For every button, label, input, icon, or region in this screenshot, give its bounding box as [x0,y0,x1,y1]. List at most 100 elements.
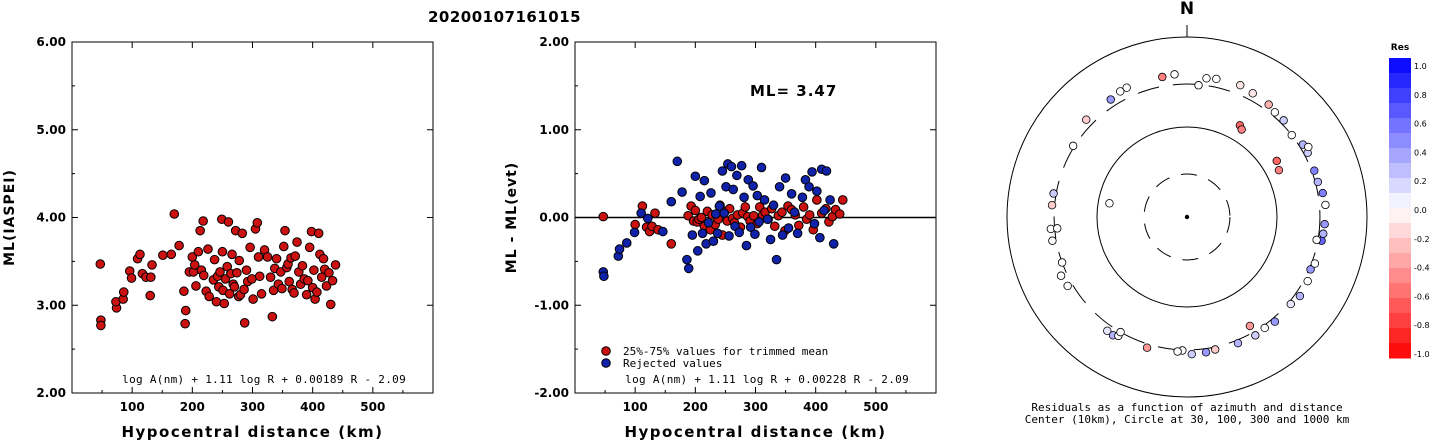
data-point-red [241,265,252,275]
data-point-blue [708,236,719,246]
data-point-red [777,207,787,218]
x-tick-label: 100 [120,400,145,414]
data-point-red [158,250,168,261]
data-point-blue [697,228,708,239]
colorbar-segment [1389,148,1411,164]
data-point-red [135,249,145,260]
station-point [1279,116,1288,125]
data-point-red [191,281,201,291]
data-point-red [215,267,225,277]
data-point-blue [719,208,730,218]
station-point [1270,317,1280,326]
data-point-red [245,242,255,253]
data-point-blue [621,238,632,248]
data-point-blue [734,227,745,238]
station-point [1116,87,1125,96]
data-point-blue [732,170,742,181]
data-point-red [126,273,137,283]
station-point [1142,343,1152,352]
colorbar-segment [1389,193,1411,209]
station-point [1245,321,1255,331]
station-point [1201,348,1211,357]
data-point-red [169,209,180,219]
data-point-red [219,298,230,309]
data-point-blue [750,229,760,239]
station-point [1272,156,1281,166]
colorbar-tick-label: -0.8 [1414,321,1430,330]
colorbar-segment [1389,103,1411,119]
y-tick-label: 2.00 [539,35,569,49]
data-point-blue [748,181,758,191]
y-tick-label: -1.00 [534,298,569,312]
data-point-blue [712,228,723,239]
data-point-red [650,208,660,218]
data-point-red [837,195,848,205]
plot-frame [71,41,434,394]
data-point-blue [695,191,705,202]
data-point-blue [710,209,721,219]
colorbar-segment [1389,313,1411,329]
colorbar-tick-label: 0.2 [1414,177,1427,186]
station-point [1053,224,1062,233]
data-point-red [248,294,258,304]
station-point [1248,89,1257,98]
data-point-blue [759,195,770,205]
data-point-red [147,260,157,270]
y-axis-label: ML(IASPEI) [2,169,18,266]
data-point-blue [687,230,698,240]
station-point [1187,349,1196,359]
legend-label: 25%-75% values for trimmed mean [623,345,828,358]
station-point [1303,276,1312,286]
data-point-red [180,318,190,329]
data-point-blue [636,208,646,218]
y-tick-label: 1.00 [539,123,569,137]
data-point-blue [762,214,773,225]
data-point-red [804,210,815,220]
y-axis-label: ML - ML(evt) [504,162,520,273]
data-point-blue [728,184,739,195]
data-point-red [234,255,245,266]
colorbar-tick-label: 0.6 [1414,120,1427,129]
data-point-red [189,260,200,270]
formula-label: log A(nm) + 1.11 log R + 0.00228 R - 2.0… [625,373,909,386]
station-point [1057,258,1067,267]
station-point [1321,200,1330,210]
data-point-red [211,296,222,307]
data-point-red [666,239,677,249]
data-point-blue [658,226,668,237]
data-point-blue [771,254,782,265]
station-point [1210,345,1220,354]
data-point-red [277,283,287,294]
data-point-blue [699,175,710,186]
ring-300km [1053,83,1321,351]
x-tick-label: 200 [683,400,708,414]
y-tick-label: 3.00 [36,298,66,312]
station-point [1251,331,1260,340]
data-point-blue [745,222,756,232]
station-point [1103,326,1112,336]
legend-marker [601,358,611,368]
data-point-red [146,272,156,282]
legend-marker [601,346,611,356]
data-point-red [324,267,334,278]
station-point [1237,125,1246,134]
data-point-red [303,275,313,286]
station-point [1310,166,1319,175]
center-dot [1184,214,1190,220]
data-point-red [304,242,315,253]
x-tick-label: 500 [863,400,888,414]
data-point-red [325,299,336,310]
data-point-red [239,318,250,328]
station-point [1173,347,1182,356]
x-tick-label: 200 [180,400,205,414]
data-point-red [696,212,707,223]
colorbar-segment [1389,73,1411,89]
data-point-red [290,251,301,261]
station-point [1068,141,1078,151]
data-point-blue [783,223,794,233]
data-point-blue [765,234,776,245]
data-point-blue [683,263,694,274]
data-point-red [278,241,289,252]
data-point-blue [786,189,797,199]
